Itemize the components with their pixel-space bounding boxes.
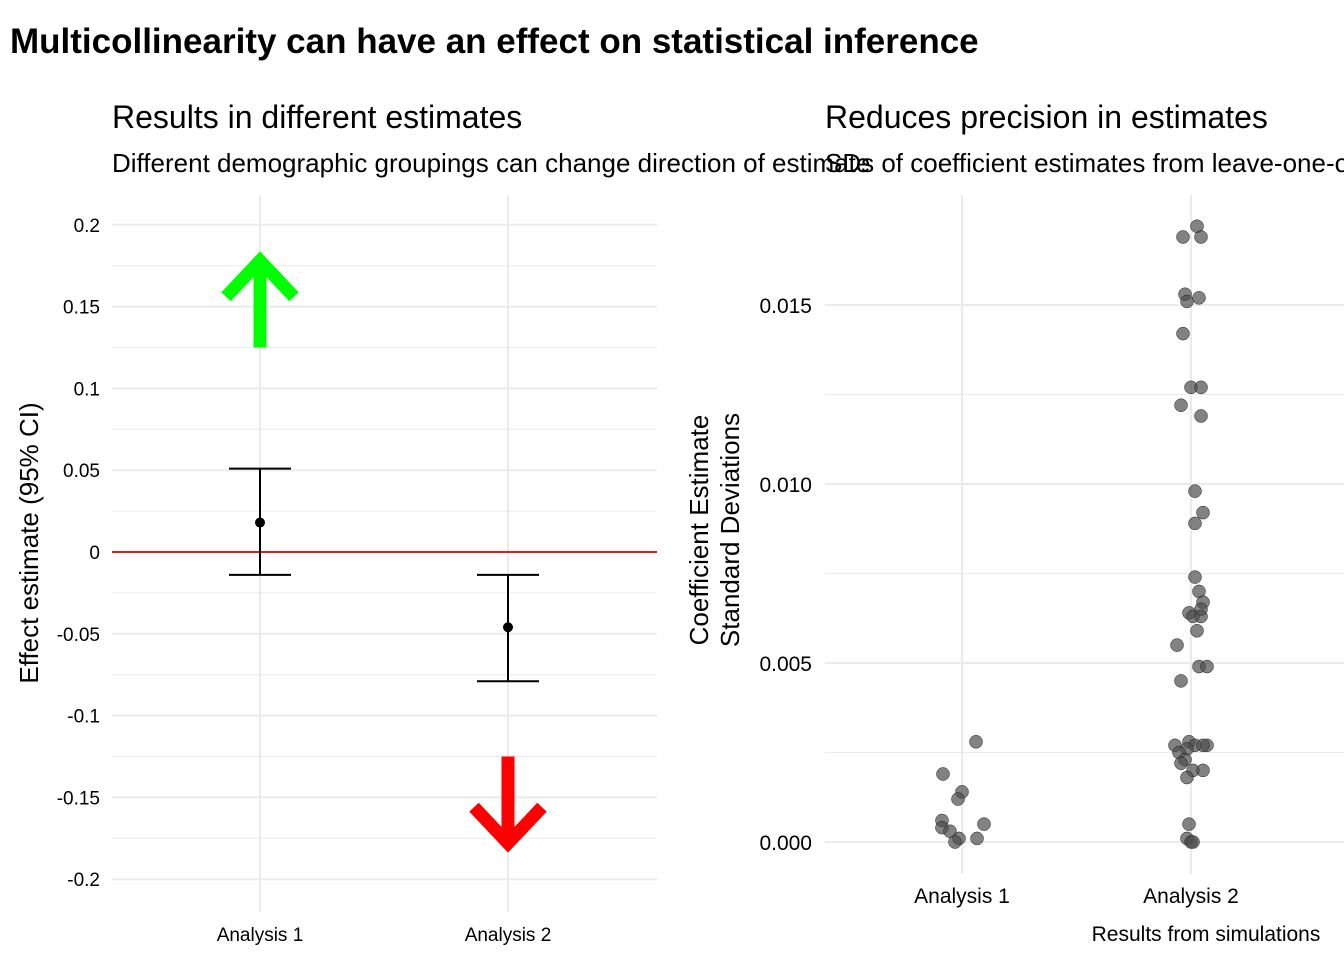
left-y-tick-label: 0.15 bbox=[63, 298, 100, 319]
scatter-point bbox=[1196, 505, 1210, 520]
scatter-point bbox=[1180, 294, 1194, 309]
left-x-tick-label: Analysis 2 bbox=[465, 925, 552, 946]
scatter-point bbox=[951, 792, 965, 806]
right-y-tick-label: 0.010 bbox=[759, 474, 812, 497]
right-y-axis-label: Coefficient EstimateStandard Deviations bbox=[684, 413, 745, 647]
point-estimate bbox=[503, 622, 513, 633]
scatter-point bbox=[1176, 230, 1190, 244]
point-estimate bbox=[255, 517, 265, 528]
scatter-point bbox=[936, 767, 950, 781]
left-panel-title: Results in different estimates bbox=[112, 99, 522, 135]
scatter-point bbox=[1170, 638, 1184, 652]
scatter-point bbox=[1194, 409, 1208, 423]
right-y-tick-label: 0.000 bbox=[759, 832, 812, 855]
right-x-tick-label: Analysis 1 bbox=[914, 885, 1010, 908]
up-arrow-icon bbox=[221, 251, 299, 348]
scatter-point bbox=[1194, 380, 1208, 395]
scatter-point bbox=[1186, 835, 1200, 849]
scatter-point bbox=[970, 831, 984, 846]
scatter-point bbox=[1188, 570, 1202, 584]
down-arrow-icon-head bbox=[469, 802, 547, 853]
left-y-tick-label: 0.2 bbox=[74, 216, 100, 237]
left-y-tick-label: 0.05 bbox=[63, 461, 100, 482]
right-x-tick-label: Analysis 2 bbox=[1143, 885, 1239, 908]
scatter-point bbox=[977, 817, 991, 831]
right-y-tick-label: 0.015 bbox=[759, 295, 812, 318]
left-y-tick-label: 0 bbox=[89, 543, 100, 564]
scatter-point bbox=[1196, 763, 1210, 778]
scatter-point bbox=[1194, 609, 1208, 624]
left-x-tick-label: Analysis 1 bbox=[217, 925, 304, 946]
left-y-tick-label: -0.1 bbox=[67, 707, 100, 728]
right-panel-subtitle: SDs of coefficient estimates from leave-… bbox=[825, 148, 1344, 178]
left-y-tick-label: -0.15 bbox=[57, 788, 100, 809]
right-y-tick-label: 0.005 bbox=[759, 653, 812, 676]
scatter-point bbox=[1174, 756, 1188, 770]
scatter-point bbox=[1188, 516, 1202, 531]
chart-main-title: Multicollinearity can have an effect on … bbox=[10, 22, 979, 61]
right-y-axis-label-line: Standard Deviations bbox=[715, 413, 745, 647]
left-y-tick-label: 0.1 bbox=[74, 379, 100, 400]
scatter-point bbox=[1192, 291, 1206, 305]
scatter-point bbox=[1188, 484, 1202, 498]
left-y-axis-label: Effect estimate (95% CI) bbox=[14, 402, 44, 683]
scatter-point bbox=[969, 735, 983, 749]
scatter-point bbox=[1174, 398, 1188, 412]
scatter-point bbox=[1196, 738, 1210, 753]
scatter-point bbox=[1194, 230, 1208, 244]
right-y-axis-label-line: Coefficient Estimate bbox=[684, 415, 714, 646]
down-arrow-icon bbox=[469, 756, 547, 853]
scatter-point bbox=[1182, 817, 1196, 831]
right-panel-title: Reduces precision in estimates bbox=[825, 99, 1268, 135]
scatter-point bbox=[1174, 674, 1188, 688]
left-panel-subtitle: Different demographic groupings can chan… bbox=[112, 148, 870, 178]
up-arrow-icon-head bbox=[221, 251, 299, 302]
left-y-tick-label: -0.05 bbox=[57, 625, 100, 646]
scatter-point bbox=[948, 835, 962, 849]
scatter-point bbox=[1200, 659, 1214, 674]
scatter-point bbox=[1176, 326, 1190, 341]
scatter-point bbox=[1190, 624, 1204, 638]
left-y-tick-label: -0.2 bbox=[67, 870, 100, 891]
scatter-point bbox=[1180, 770, 1194, 785]
right-x-axis-label: Results from simulations bbox=[1092, 923, 1321, 946]
